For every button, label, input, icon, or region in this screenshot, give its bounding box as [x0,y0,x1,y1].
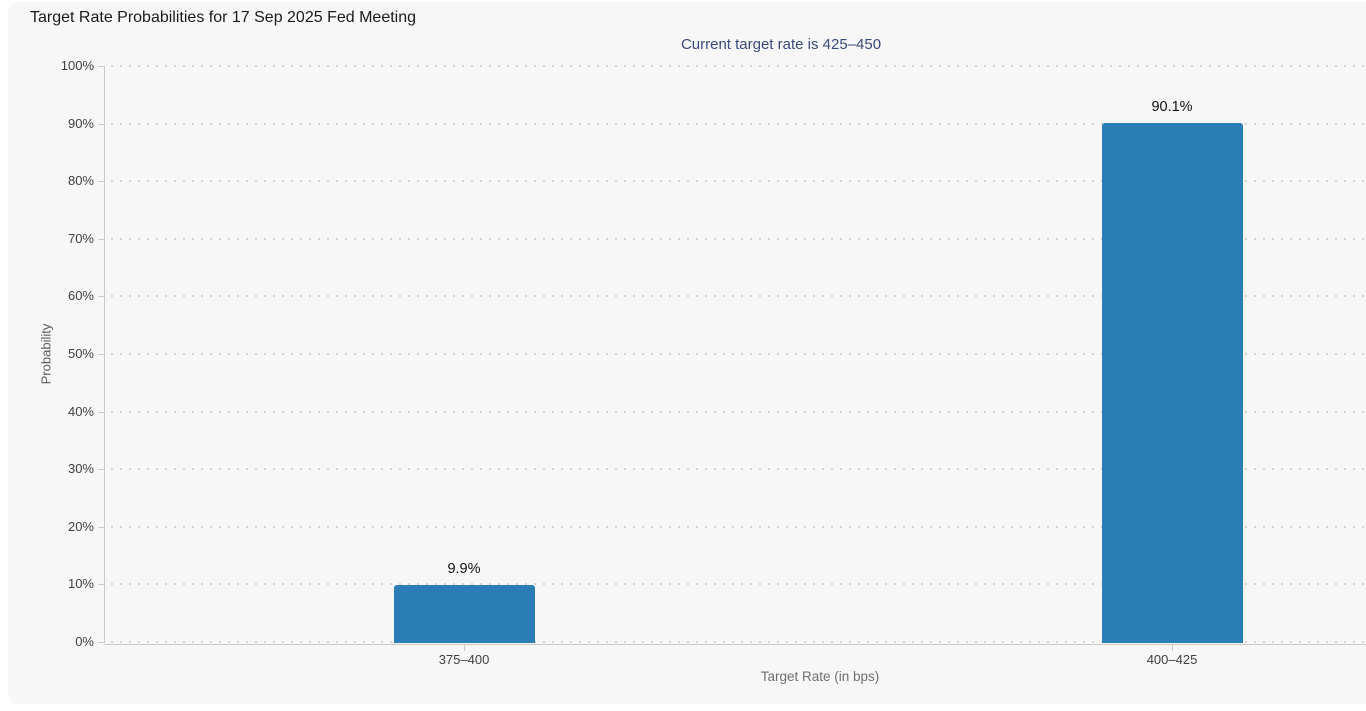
x-axis-tick [1172,645,1173,651]
y-gridline [111,122,1366,125]
y-gridline [111,468,1366,471]
y-tick-label: 70% [67,230,94,246]
bar[interactable] [1101,123,1243,643]
y-gridline [111,641,1366,643]
y-axis-tick [98,238,105,240]
y-axis-tick [98,296,105,298]
y-gridline [111,295,1366,298]
y-gridline [111,525,1366,528]
y-axis-line [104,66,105,643]
bar[interactable] [393,584,535,643]
y-tick-label: 0% [75,634,94,649]
y-tick-label: 60% [67,288,94,304]
chart-title: Target Rate Probabilities for 17 Sep 202… [30,9,417,26]
y-axis-tick [98,66,105,67]
x-axis-title: Target Rate (in bps) [760,669,880,684]
y-axis-tick [98,354,105,355]
y-gridline [111,180,1366,183]
y-tick-label: 100% [60,58,94,73]
y-axis-tick [98,526,105,528]
chart-subtitle: Current target rate is 425–450 [680,36,882,53]
y-tick-label: 90% [67,115,94,131]
y-tick-label: 80% [67,173,94,189]
y-gridline [111,237,1366,240]
y-gridline [111,65,1366,67]
x-axis-tick [464,645,465,651]
y-axis-tick [98,181,105,183]
y-gridline [111,583,1366,586]
bar-value-label: 90.1% [1151,99,1193,116]
y-axis-tick [98,584,105,586]
x-axis-line [104,644,1366,645]
x-tick-label: 400–425 [1146,652,1198,667]
y-tick-label: 50% [67,346,94,361]
y-axis-tick [98,411,105,413]
y-tick-label: 10% [67,576,94,592]
x-tick-label: 375–400 [438,652,490,667]
y-tick-label: 20% [67,518,94,534]
y-gridline [111,410,1366,413]
y-axis-tick [98,123,105,125]
bar-value-label: 9.9% [447,560,481,577]
y-tick-label: 30% [67,461,94,477]
y-gridline [111,353,1366,355]
y-tick-label: 40% [67,403,94,419]
y-axis-tick [98,469,105,471]
y-axis-tick [98,642,105,643]
